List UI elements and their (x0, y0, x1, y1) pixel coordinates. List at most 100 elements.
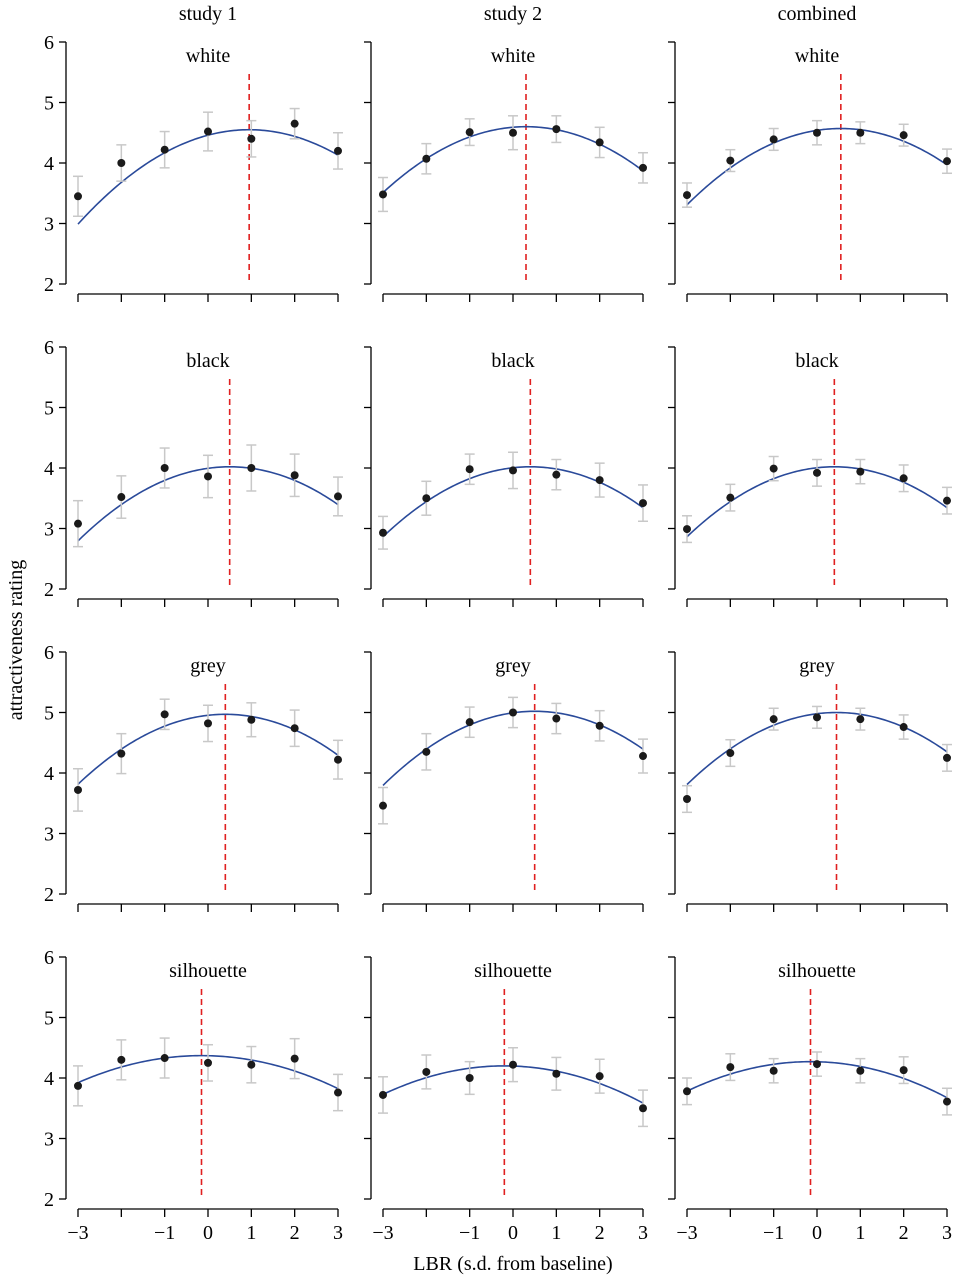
data-point (726, 156, 735, 165)
data-point (74, 192, 82, 201)
data-point (856, 1066, 865, 1075)
column-title: study 2 (484, 3, 542, 25)
data-point (204, 472, 212, 481)
panel-black-0: 2 3 4 5 6 black (44, 337, 343, 607)
data-point (683, 1087, 691, 1096)
data-point (160, 1054, 169, 1063)
data-point (552, 470, 561, 479)
data-point (117, 749, 126, 758)
x-tick-label: 0 (203, 1222, 213, 1244)
data-point (422, 747, 431, 756)
panel-title: silhouette (778, 960, 856, 982)
column-title: study 1 (179, 3, 237, 25)
data-point (247, 464, 256, 472)
data-point (160, 710, 169, 719)
data-point (726, 1063, 735, 1072)
data-point (943, 753, 951, 762)
data-point (552, 125, 561, 134)
y-tick-label: 5 (44, 703, 54, 725)
data-point (726, 493, 735, 502)
data-point (943, 496, 951, 505)
panel-grey-2: grey (668, 651, 952, 912)
x-tick-label: 1 (246, 1222, 256, 1244)
data-point (595, 721, 604, 730)
data-point (683, 795, 691, 804)
data-point (204, 127, 212, 136)
data-point (899, 131, 908, 140)
y-tick-label: 2 (44, 1189, 54, 1211)
panel-title: black (186, 350, 229, 372)
x-tick-label: 3 (333, 1222, 343, 1244)
data-point (595, 476, 604, 485)
y-tick-label: 6 (44, 947, 54, 969)
data-point (290, 471, 299, 480)
data-point (422, 154, 431, 163)
data-point (683, 525, 691, 534)
data-point (465, 128, 474, 137)
column-title: combined (778, 3, 857, 25)
y-tick-label: 4 (44, 153, 54, 175)
x-tick-label: −3 (676, 1222, 697, 1244)
x-tick-label: 1 (855, 1222, 865, 1244)
y-tick-label: 5 (44, 93, 54, 115)
panel-title: white (795, 45, 840, 67)
data-point (247, 1060, 256, 1069)
x-tick-label: 3 (638, 1222, 648, 1244)
data-point (899, 723, 908, 732)
data-point (334, 492, 342, 501)
x-tick-label: 3 (942, 1222, 952, 1244)
data-point (856, 128, 865, 137)
y-tick-label: 2 (44, 884, 54, 906)
y-tick-label: 2 (44, 579, 54, 601)
x-tick-label: −1 (459, 1222, 480, 1244)
x-tick-label: 2 (290, 1222, 300, 1244)
panel-title: white (186, 45, 231, 67)
y-tick-label: 6 (44, 337, 54, 359)
data-point (769, 715, 778, 724)
panel-silhouette-0: 2 3 4 5 6 −3 −1 0 1 2 3 silhouette (44, 947, 343, 1244)
y-tick-label: 4 (44, 458, 54, 480)
column-titles: study 1 study 2 combined (179, 3, 857, 25)
x-tick-label: 2 (595, 1222, 605, 1244)
data-point (899, 474, 908, 483)
data-point (160, 145, 169, 154)
data-point (639, 752, 647, 761)
data-point (509, 1060, 517, 1069)
data-point (813, 713, 821, 722)
data-point (769, 135, 778, 144)
y-tick-label: 4 (44, 1068, 54, 1090)
data-point (639, 1104, 647, 1113)
data-point (509, 128, 517, 137)
x-tick-label: 1 (551, 1222, 561, 1244)
panel-silhouette-2: −3 −1 0 1 2 3 silhouette (668, 956, 952, 1244)
data-point (465, 718, 474, 727)
data-point (813, 468, 821, 477)
data-point (639, 499, 647, 508)
panel-title: silhouette (169, 960, 247, 982)
data-point (74, 519, 82, 528)
data-point (334, 146, 342, 155)
y-tick-label: 5 (44, 398, 54, 420)
panel-title: white (491, 45, 536, 67)
data-point (856, 467, 865, 476)
data-point (856, 715, 865, 724)
data-point (117, 493, 126, 502)
y-tick-label: 3 (44, 214, 54, 236)
x-tick-label: −3 (372, 1222, 393, 1244)
data-point (813, 128, 821, 137)
data-point (379, 1090, 387, 1099)
data-point (379, 528, 387, 537)
x-tick-label: 0 (812, 1222, 822, 1244)
data-point (204, 1058, 212, 1067)
y-axis-label: attractiveness rating (5, 560, 27, 721)
y-tick-label: 3 (44, 824, 54, 846)
data-point (595, 138, 604, 147)
x-tick-label: −3 (67, 1222, 88, 1244)
panel-grey-0: 2 3 4 5 6 grey (44, 642, 343, 912)
data-point (552, 714, 561, 723)
data-point (422, 494, 431, 503)
data-point (160, 464, 169, 472)
panel-black-1: black (364, 346, 648, 607)
x-tick-label: −1 (154, 1222, 175, 1244)
